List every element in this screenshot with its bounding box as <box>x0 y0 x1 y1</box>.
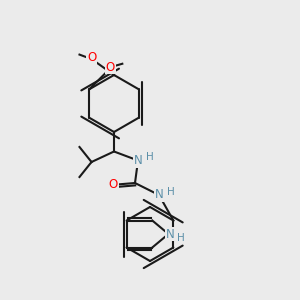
Text: O: O <box>87 51 96 64</box>
Text: N: N <box>154 188 164 202</box>
Text: O: O <box>109 178 118 191</box>
Text: N: N <box>166 227 174 241</box>
Text: O: O <box>87 51 96 64</box>
Text: H: H <box>146 152 153 163</box>
Text: O: O <box>106 61 115 74</box>
Text: H: H <box>167 187 174 197</box>
Text: H: H <box>177 232 184 243</box>
Text: N: N <box>134 154 142 167</box>
Text: O: O <box>106 61 115 74</box>
